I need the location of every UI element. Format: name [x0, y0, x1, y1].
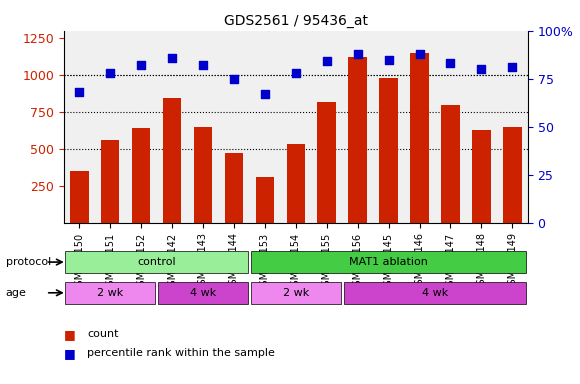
Bar: [70, 171, 89, 223]
Point: [198, 62, 208, 68]
Bar: [379, 78, 398, 223]
Text: age: age: [6, 288, 27, 298]
Text: 4 wk: 4 wk: [422, 288, 448, 298]
Bar: [132, 128, 150, 223]
Bar: [472, 130, 491, 223]
FancyBboxPatch shape: [251, 251, 526, 273]
Text: 2 wk: 2 wk: [282, 288, 309, 298]
Point: [229, 76, 238, 82]
Bar: [503, 127, 521, 223]
Point: [291, 70, 300, 76]
Bar: [441, 104, 460, 223]
Text: 4 wk: 4 wk: [190, 288, 216, 298]
Bar: [163, 98, 182, 223]
Point: [477, 66, 486, 72]
FancyBboxPatch shape: [344, 281, 526, 304]
FancyBboxPatch shape: [251, 281, 340, 304]
Text: ■: ■: [64, 328, 75, 341]
Point: [136, 62, 146, 68]
Bar: [194, 127, 212, 223]
Text: MAT1 ablation: MAT1 ablation: [349, 257, 428, 267]
Text: control: control: [137, 257, 176, 267]
Point: [322, 58, 331, 65]
Text: protocol: protocol: [6, 257, 51, 267]
FancyBboxPatch shape: [66, 251, 248, 273]
Point: [75, 89, 84, 95]
Text: count: count: [87, 329, 118, 339]
Point: [260, 91, 270, 97]
Text: ■: ■: [64, 347, 75, 360]
Text: 2 wk: 2 wk: [97, 288, 124, 298]
FancyBboxPatch shape: [158, 281, 248, 304]
Point: [508, 64, 517, 70]
Bar: [224, 153, 243, 223]
Title: GDS2561 / 95436_at: GDS2561 / 95436_at: [224, 14, 368, 28]
Point: [415, 51, 424, 57]
Point: [168, 55, 177, 61]
Point: [384, 56, 393, 63]
Bar: [287, 144, 305, 223]
Bar: [101, 140, 119, 223]
Point: [446, 60, 455, 66]
Bar: [410, 53, 429, 223]
Bar: [256, 177, 274, 223]
FancyBboxPatch shape: [66, 281, 155, 304]
Bar: [317, 102, 336, 223]
Point: [106, 70, 115, 76]
Text: percentile rank within the sample: percentile rank within the sample: [87, 348, 275, 358]
Point: [353, 51, 362, 57]
Bar: [349, 57, 367, 223]
